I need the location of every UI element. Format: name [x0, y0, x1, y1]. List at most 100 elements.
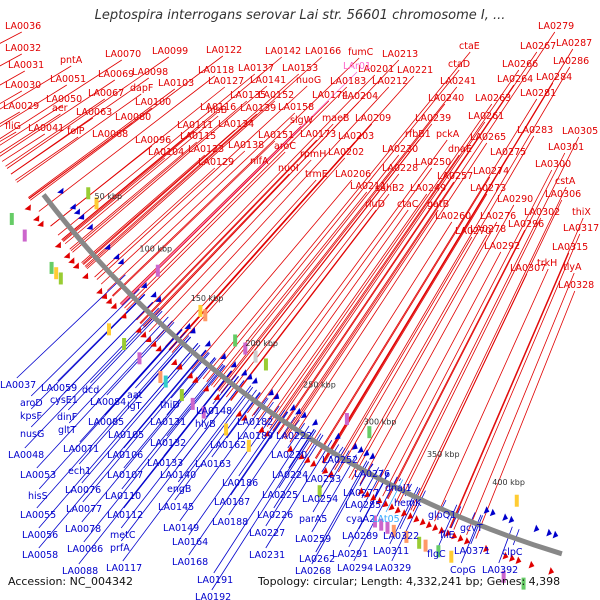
forward-gene-label: LA0183	[330, 76, 366, 87]
reverse-gene-arrow	[273, 392, 280, 400]
forward-gene-label: LA0070	[105, 49, 141, 60]
reverse-gene-connector	[78, 336, 192, 465]
forward-gene-connector	[217, 86, 458, 391]
forward-gene-connector	[272, 121, 486, 432]
reverse-gene-label: LA0227	[249, 528, 285, 539]
reverse-gene-arrow	[351, 442, 358, 450]
feature-block	[158, 370, 163, 383]
forward-gene-connector	[142, 173, 290, 327]
reverse-rna-connector	[385, 479, 404, 513]
forward-gene-label: LA0139	[240, 103, 276, 114]
forward-gene-label: LA0211	[350, 181, 386, 192]
reverse-gene-label: LA0188	[212, 517, 248, 528]
reverse-gene-arrow	[140, 282, 147, 289]
reverse-gene-label: LA0085	[88, 417, 124, 428]
forward-gene-label: LA0241	[440, 76, 476, 87]
reverse-gene-arrow	[483, 506, 490, 514]
reverse-gene-connector	[311, 461, 370, 565]
reverse-gene-label: LA0071	[63, 444, 99, 455]
reverse-gene-label: LA0162	[210, 440, 246, 451]
forward-gene-label: LA0306	[545, 189, 581, 200]
forward-gene-label: tlyA	[563, 262, 582, 273]
reverse-gene-connector	[238, 409, 286, 477]
forward-gene-arrow	[528, 560, 535, 569]
forward-gene-label: LA0230	[382, 144, 418, 155]
feature-block	[417, 536, 422, 549]
forward-gene-label: LA0296	[508, 219, 544, 230]
reverse-gene-connector	[265, 440, 333, 549]
reverse-gene-label: dcd	[82, 385, 99, 396]
reverse-gene-arrow	[251, 377, 258, 384]
feature-block	[449, 550, 454, 563]
forward-gene-arrow	[483, 544, 490, 553]
forward-gene-connector	[0, 31, 22, 44]
forward-gene-arrow	[382, 500, 389, 508]
reverse-gene-label: LA0371	[454, 546, 490, 557]
forward-gene-label: LA0302	[524, 207, 560, 218]
reverse-gene-label: cyaA2	[346, 514, 375, 525]
forward-gene-label: LA0292	[484, 241, 520, 252]
feature-block	[203, 309, 208, 322]
reverse-gene-label: prfA	[110, 543, 130, 554]
forward-gene-connector	[0, 111, 21, 125]
forward-gene-connector	[0, 59, 123, 140]
forward-gene-label: thiX	[572, 207, 591, 218]
forward-gene-label: LA0261	[468, 111, 504, 122]
forward-gene-label: aer	[52, 103, 68, 114]
reverse-gene-label: LA0285	[345, 500, 381, 511]
reverse-gene-connector	[348, 472, 389, 548]
forward-gene-connector	[322, 48, 574, 463]
reverse-gene-label: LA0277	[343, 488, 379, 499]
feature-block	[106, 323, 111, 336]
forward-gene-connector	[28, 107, 153, 200]
forward-gene-connector	[449, 252, 570, 529]
reverse-gene-label: metC	[110, 530, 136, 541]
forward-gene-label: LA0202	[328, 147, 364, 158]
reverse-gene-label: LA0078	[65, 524, 101, 535]
reverse-gene-label: LA0252	[322, 455, 358, 466]
forward-gene-connector	[382, 169, 553, 497]
forward-gene-label: LA0315	[552, 242, 588, 253]
feature-block	[253, 350, 258, 363]
reverse-gene-label: LA0294	[337, 563, 373, 574]
forward-gene-label: LA0317	[563, 223, 599, 234]
forward-gene-arrow	[191, 376, 199, 383]
reverse-gene-arrow	[334, 432, 341, 440]
feature-block	[22, 229, 27, 242]
kbp-tick-label: 50 kbp	[95, 192, 123, 201]
reverse-gene-label: LA0140	[160, 470, 196, 481]
reverse-gene-label: gcvT	[460, 523, 483, 534]
forward-gene-connector	[0, 70, 25, 86]
reverse-gene-arrow	[295, 407, 302, 415]
forward-gene-arrow	[68, 257, 75, 264]
forward-gene-arrow	[369, 493, 377, 501]
feature-block	[379, 518, 384, 531]
forward-gene-arrow	[257, 426, 265, 433]
reverse-gene-connector	[211, 392, 261, 458]
forward-gene-label: LA0069	[98, 69, 134, 80]
forward-gene-connector	[168, 75, 415, 351]
forward-gene-connector	[82, 129, 236, 265]
reverse-gene-label: glpQ1	[428, 510, 456, 521]
reverse-gene-arrow	[113, 253, 120, 260]
forward-gene-connector	[63, 157, 166, 242]
forward-gene-connector	[140, 123, 334, 325]
forward-gene-connector	[70, 100, 248, 251]
reverse-gene-arrow	[240, 369, 248, 376]
reverse-gene-label: LA0289	[342, 531, 378, 542]
forward-gene-label: LA0264	[497, 74, 533, 85]
forward-gene-arrow	[235, 410, 242, 417]
forward-gene-connector	[206, 69, 460, 383]
forward-gene-label: LA0276	[480, 211, 516, 222]
reverse-gene-label: LA0088	[62, 566, 98, 577]
forward-gene-label: aroC	[274, 141, 296, 152]
kbp-tick-label: 350 kbp	[427, 450, 460, 459]
feature-block	[54, 267, 59, 280]
forward-gene-connector	[351, 221, 498, 480]
forward-gene-label: LA0100	[135, 97, 171, 108]
forward-gene-label: LA0115	[180, 131, 216, 142]
forward-gene-arrow	[376, 496, 383, 505]
forward-gene-label: LA0153	[282, 63, 318, 74]
reverse-gene-arrow	[311, 418, 318, 426]
feature-block	[58, 272, 63, 285]
